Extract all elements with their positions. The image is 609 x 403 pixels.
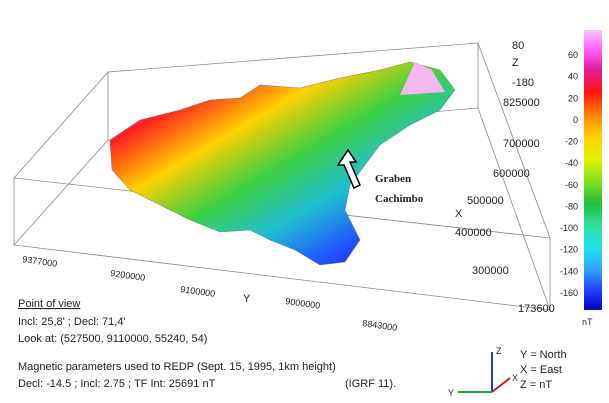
colorbar-label: -40	[565, 158, 578, 168]
tick-label: 9377000	[22, 254, 58, 269]
colorbar-label: -100	[560, 223, 578, 233]
tick-label: 700000	[503, 138, 540, 150]
info-note: (IGRF 11).	[345, 378, 396, 390]
tick-label: 9000000	[285, 296, 321, 311]
tick-label: 500000	[467, 195, 504, 207]
tick-label: 80	[512, 40, 524, 52]
legend-text: Z = nT	[520, 379, 552, 391]
colorbar-label: 60	[568, 50, 578, 60]
tick-label: 8843000	[362, 318, 398, 333]
tick-label: 825000	[503, 97, 540, 109]
tick-label: 400000	[455, 227, 492, 239]
icon-label: X	[512, 373, 518, 383]
orientation-icon	[458, 352, 510, 392]
colorbar-label: -120	[560, 245, 578, 255]
tick-label: 600000	[493, 168, 530, 180]
colorbar-label: -160	[560, 288, 578, 298]
info-line: Incl: 25,8' ; Decl: 71,4'	[18, 316, 126, 328]
tick-label: 300000	[472, 265, 509, 277]
colorbar-unit: nT	[582, 317, 593, 327]
colorbar-label: -20	[565, 137, 578, 147]
legend-text: Y = North	[520, 349, 567, 361]
annotation: Cachimbo	[375, 193, 424, 205]
tick-label: 9100000	[180, 284, 216, 299]
tick-label: -180	[512, 77, 534, 89]
colorbar-label: -60	[565, 180, 578, 190]
tick-label: 173600	[518, 303, 555, 315]
axis-title: X	[455, 208, 463, 220]
axis-title: Z	[512, 57, 519, 69]
colorbar-label: 20	[568, 93, 578, 103]
colorbar-labels: 60 40 20 0 -20 -40 -60 -80 -100 -120 -140 -160	[560, 50, 578, 298]
icon-label: Z	[496, 346, 502, 356]
colorbar-label: 0	[573, 115, 578, 125]
info-line: Magnetic parameters used to REDP (Sept. …	[18, 361, 336, 373]
colorbar-label: 40	[568, 72, 578, 82]
icon-label: Y	[448, 388, 454, 398]
tick-label: 9200000	[110, 268, 146, 283]
figure: 80 Z -180 825000 700000 600000 500000 X …	[0, 0, 609, 403]
axis-title: Y	[243, 293, 251, 305]
colorbar-label: -80	[565, 201, 578, 211]
legend-text: X = East	[520, 364, 562, 376]
colorbar	[584, 30, 602, 310]
info-line: Look at: (527500, 9110000, 55240, 54)	[18, 333, 207, 345]
annotation: Graben	[375, 173, 411, 185]
colorbar-label: -140	[560, 266, 578, 276]
info-title: Point of view	[18, 298, 80, 310]
info-line: Decl: -14.5 ; Incl: 2.75 ; TF Int: 25691…	[18, 378, 216, 390]
